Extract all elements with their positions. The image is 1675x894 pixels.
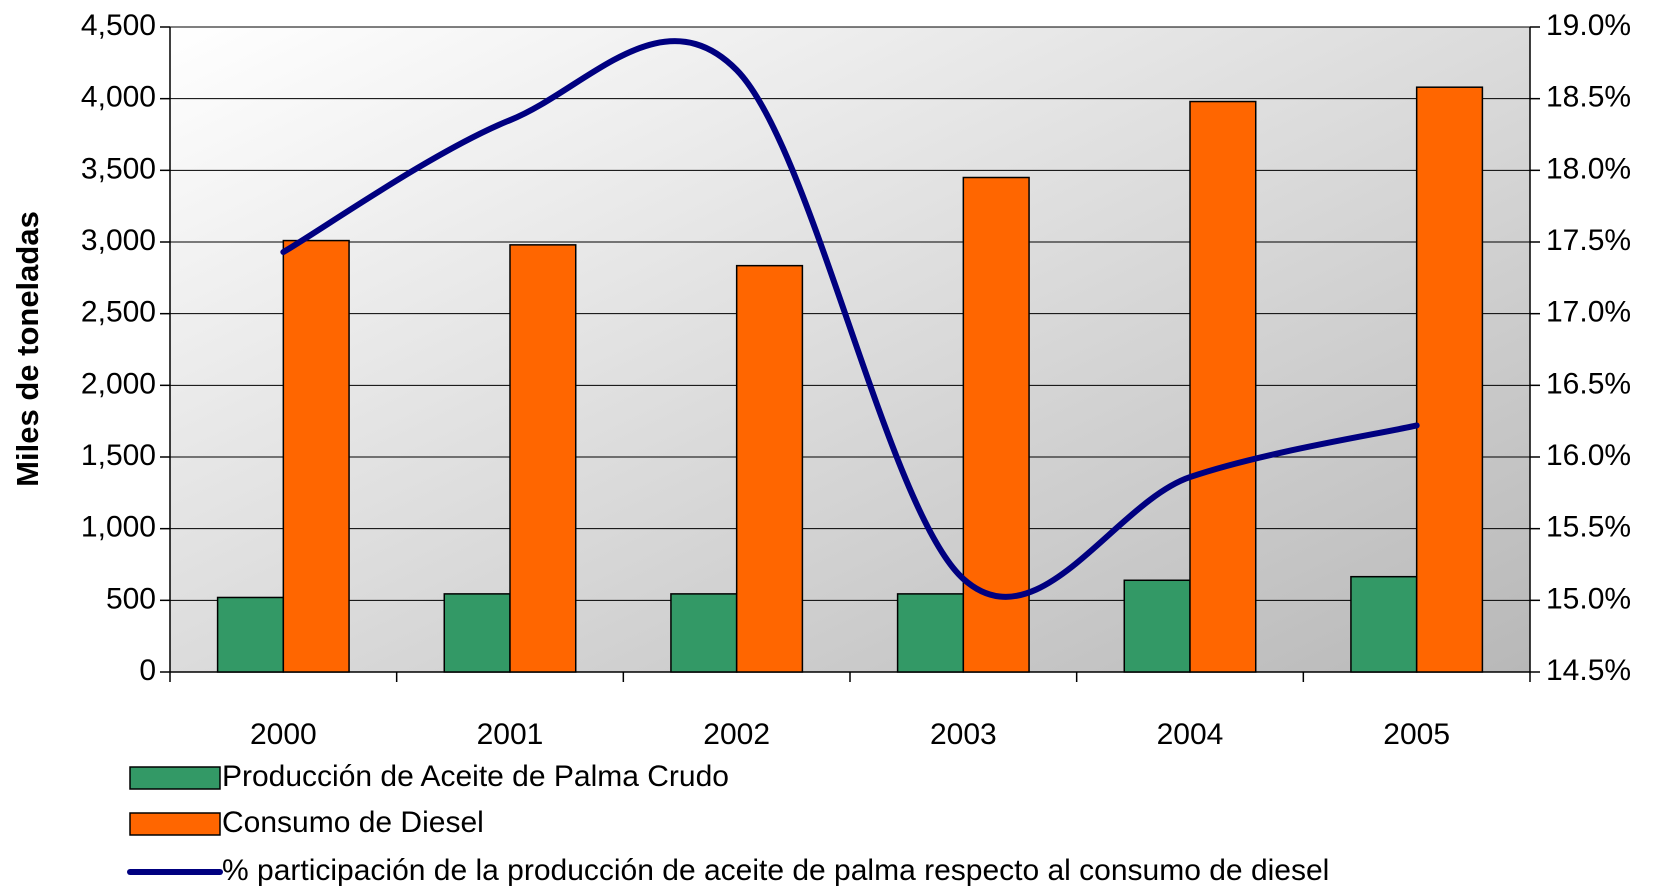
y-tick-label: 4,000 bbox=[81, 81, 156, 114]
bar bbox=[1123, 579, 1191, 673]
y-tick-label: 1,000 bbox=[81, 511, 156, 544]
bar bbox=[896, 593, 965, 673]
x-tick-label: 2004 bbox=[1157, 718, 1224, 751]
y-tick-label: 2,000 bbox=[81, 367, 156, 400]
legend-swatch bbox=[129, 812, 221, 836]
bar bbox=[670, 593, 738, 673]
x-tick-label: 2002 bbox=[703, 718, 770, 751]
y2-tick-label: 15.0% bbox=[1546, 582, 1631, 615]
y-axis-title: Miles de toneladas bbox=[10, 211, 45, 487]
legend-label: Producción de Aceite de Palma Crudo bbox=[222, 760, 729, 793]
y2-tick-label: 17.0% bbox=[1546, 296, 1631, 329]
y2-tick-label: 19.0% bbox=[1546, 9, 1631, 42]
y2-tick-label: 15.5% bbox=[1546, 511, 1631, 544]
bar bbox=[1350, 575, 1418, 673]
y2-tick-label: 16.5% bbox=[1546, 367, 1631, 400]
legend-label: % participación de la producción de acei… bbox=[222, 854, 1329, 887]
y2-tick-label: 18.5% bbox=[1546, 81, 1631, 114]
bar bbox=[1189, 100, 1257, 673]
y2-tick-label: 17.5% bbox=[1546, 224, 1631, 257]
x-tick-label: 2003 bbox=[930, 718, 997, 751]
x-tick-label: 2001 bbox=[477, 718, 544, 751]
y2-tick-label: 18.0% bbox=[1546, 152, 1631, 185]
y-tick-label: 2,500 bbox=[81, 296, 156, 329]
line-series bbox=[280, 38, 1420, 600]
y-tick-label: 0 bbox=[139, 654, 156, 687]
y2-tick-label: 16.0% bbox=[1546, 439, 1631, 472]
legend-swatch bbox=[129, 766, 221, 790]
bar bbox=[443, 593, 511, 673]
y-tick-label: 3,500 bbox=[81, 152, 156, 185]
plot-area bbox=[170, 27, 1530, 672]
bar bbox=[735, 264, 804, 673]
bar bbox=[282, 239, 350, 673]
x-tick-label: 2000 bbox=[250, 718, 317, 751]
bar bbox=[509, 244, 577, 673]
y-tick-label: 3,000 bbox=[81, 224, 156, 257]
y-tick-label: 1,500 bbox=[81, 439, 156, 472]
bar bbox=[1415, 86, 1484, 673]
x-tick-label: 2005 bbox=[1383, 718, 1450, 751]
y2-tick-label: 14.5% bbox=[1546, 654, 1631, 687]
legend-label: Consumo de Diesel bbox=[222, 806, 484, 839]
y-tick-label: 500 bbox=[106, 582, 156, 615]
bar bbox=[216, 596, 285, 673]
y-tick-label: 4,500 bbox=[81, 9, 156, 42]
